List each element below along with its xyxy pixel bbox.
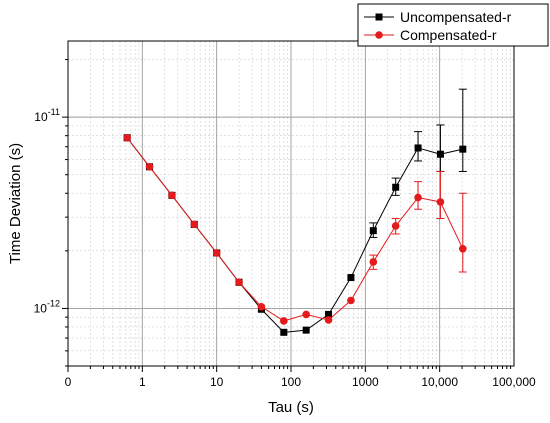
data-point <box>235 278 243 287</box>
y-tick-exponent: -12 <box>47 298 60 308</box>
y-tick-label: 10-11 <box>34 107 60 124</box>
x-tick-label: 100,000 <box>492 375 536 389</box>
data-point <box>302 310 310 319</box>
data-point <box>168 191 176 200</box>
legend-entry: Uncompensated-r <box>364 9 512 25</box>
legend-label: Compensated-r <box>400 27 497 43</box>
data-point <box>414 193 422 202</box>
x-tick-label: 10 <box>210 375 224 389</box>
error-bar <box>458 88 467 172</box>
data-point <box>279 317 288 325</box>
legend-box <box>357 3 549 47</box>
legend-entry: Compensated-r <box>364 27 497 43</box>
legend-entries: Uncompensated-r Compensated-r <box>364 9 512 43</box>
x-tick-label: 0 <box>65 375 72 389</box>
data-point <box>325 310 333 318</box>
error-bar <box>458 192 467 273</box>
error-bar <box>436 124 445 172</box>
x-tick-label: 1 <box>139 375 146 389</box>
data-point <box>392 183 400 191</box>
error-bar <box>436 170 445 220</box>
legend: Uncompensated-r Compensated-r <box>357 3 549 47</box>
data-point <box>347 274 355 282</box>
x-axis-title: Tau (s) <box>268 399 314 416</box>
series-Uncompensated-r <box>123 88 467 336</box>
data-point <box>257 302 266 311</box>
data-point <box>190 220 199 229</box>
y-axis-title: Time Deviation (s) <box>7 143 24 264</box>
data-point <box>436 198 445 206</box>
data-point <box>436 150 444 158</box>
data-point <box>212 249 221 257</box>
series-layer <box>123 88 467 336</box>
data-point <box>414 144 422 152</box>
x-tick-labels: 0 1 10 100 1000 10,000 100,000 <box>65 375 536 389</box>
data-point <box>324 316 333 324</box>
data-point <box>145 162 154 171</box>
data-point <box>459 244 467 253</box>
series-Compensated-r <box>123 133 467 325</box>
y-tick-label: 10-12 <box>34 298 60 315</box>
legend-marker <box>375 31 383 39</box>
axis-ticks <box>62 59 512 372</box>
data-point <box>369 227 377 235</box>
data-point <box>459 145 467 153</box>
x-tick-label: 10,000 <box>421 375 458 389</box>
y-tick-exponent: -11 <box>48 107 60 117</box>
data-point <box>391 222 400 230</box>
legend-label: Uncompensated-r <box>400 9 512 25</box>
x-tick-label: 100 <box>281 375 301 389</box>
data-point <box>369 258 378 266</box>
data-point <box>280 328 288 336</box>
series-line <box>126 137 464 322</box>
legend-marker <box>375 13 383 21</box>
y-tick-mantissa: 10 <box>34 301 48 315</box>
y-tick-mantissa: 10 <box>34 110 48 124</box>
data-point <box>123 133 131 142</box>
data-point <box>302 326 310 334</box>
data-point <box>347 296 355 305</box>
x-tick-label: 1000 <box>352 375 379 389</box>
